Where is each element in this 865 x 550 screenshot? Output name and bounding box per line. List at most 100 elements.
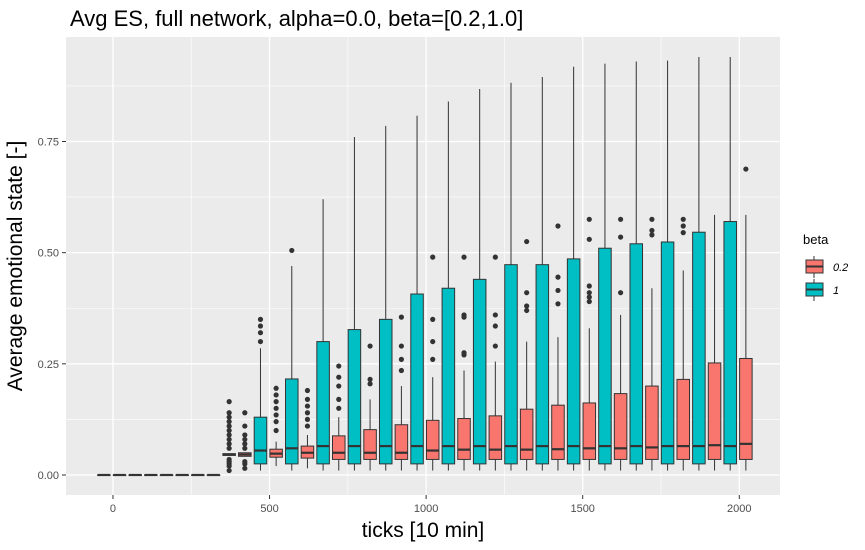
outlier-point [257,338,264,345]
box-1 [378,125,393,471]
outlier-point [242,459,248,465]
box-1 [316,199,330,471]
outlier-point [649,232,655,238]
x-tick-label: 500 [260,503,278,515]
outlier-point [524,303,530,309]
outlier-point [430,254,436,260]
y-tick-label: 0.25 [38,359,59,371]
box-0.2 [112,473,127,477]
x-tick-label: 1500 [570,503,594,515]
outlier-point [226,436,232,443]
outlier-point [649,216,655,222]
outlier-point [367,381,373,387]
outlier-point [586,294,592,300]
outlier-point [226,427,232,434]
x-axis-title: ticks [10 min] [362,519,485,542]
box-1 [441,101,456,471]
outlier-point [257,323,264,329]
y-tick-label: 0.50 [38,248,59,260]
outlier-point [555,287,561,294]
box-body [707,362,722,460]
box-1 [535,77,550,471]
outlier-point [273,392,279,398]
box-1 [504,82,518,471]
box-0.2 [222,399,236,474]
outlier-point [242,410,248,416]
outlier-point [336,383,342,389]
box-body [566,258,581,465]
box-0.2 [144,473,158,477]
outlier-point [492,343,498,349]
outlier-point [273,419,279,425]
box-0.2 [300,387,315,469]
box-0.2 [425,254,440,471]
box-0.2 [159,473,174,477]
y-axis-ticks: 0.00 0.25 0.50 0.75 [38,136,66,482]
box-body [582,402,597,460]
box-0.2 [457,254,471,471]
outlier-point [461,312,467,318]
outlier-point [524,290,530,296]
box-body [285,378,299,465]
outlier-point [367,343,373,349]
outlier-point [680,216,686,222]
outlier-point [398,314,404,320]
box-0.2 [128,473,142,477]
outlier-point [226,410,232,416]
outlier-point [242,436,248,443]
box-body [253,416,268,465]
outlier-point [461,350,467,356]
box-body [645,385,659,460]
outlier-point [257,316,264,322]
outlier-point [304,387,311,394]
outlier-point [398,343,404,349]
box-body [519,408,534,460]
legend-label-1: 1 [833,285,839,297]
outlier-point [304,423,311,429]
outlier-point [524,238,530,245]
y-tick-label: 0.00 [38,470,59,482]
box-body [488,415,503,460]
box-body [394,424,409,460]
outlier-point [492,312,498,318]
outlier-point [555,301,561,307]
box-0.2 [582,216,597,471]
outlier-point [555,274,561,280]
y-tick-label: 0.75 [38,136,59,148]
outlier-point [273,427,279,434]
outlier-point [430,316,436,322]
outlier-point [461,254,467,260]
chart-title: Avg ES, full network, alpha=0.0, beta=[0… [70,6,523,31]
outlier-point [336,374,342,380]
outlier-point [336,363,342,369]
box-1 [347,137,362,471]
outlier-point [398,356,404,362]
x-axis-ticks: 0 500 1000 1500 2000 [110,495,752,515]
box-0.2 [676,216,690,471]
outlier-point [398,367,404,374]
box-body [347,329,362,465]
outlier-point [289,247,295,254]
outlier-point [273,412,279,418]
box-1 [472,89,487,471]
outlier-point [226,419,232,425]
box-0.2 [363,343,377,471]
outlier-point [273,399,279,405]
outlier-point [618,290,624,296]
box-0.2 [269,385,283,467]
box-1 [566,66,581,471]
box-body [316,341,330,465]
x-tick-label: 0 [110,503,116,515]
box-1 [285,247,299,471]
box-series [97,57,753,477]
box-1 [253,316,268,471]
box-0.2 [331,363,346,471]
box-body [551,404,565,460]
legend: beta 0.2 1 [803,232,848,301]
box-1 [660,60,675,471]
outlier-point [226,414,232,420]
outlier-point [336,405,342,411]
outlier-point [680,230,686,236]
box-0.2 [707,214,722,471]
legend-entry-0.2: 0.2 [805,256,848,278]
